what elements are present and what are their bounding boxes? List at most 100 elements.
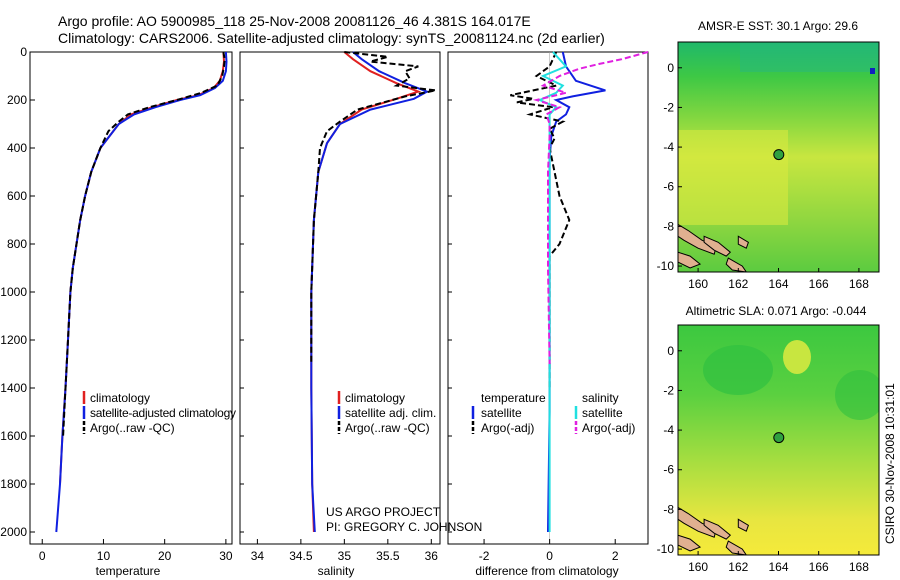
series-line-satellite-adj-clim- bbox=[310, 51, 430, 533]
x-tick-label: 30 bbox=[219, 549, 233, 563]
map-y-tick-label: -4 bbox=[663, 423, 674, 437]
legend-argo: Argo(..raw -QC) bbox=[90, 421, 175, 435]
temperature-plot: 0 10 20 30 0 200 400 600 800 1000 1200 1400 1600 1800… bbox=[0, 45, 233, 563]
series-line-salinity-satellite bbox=[537, 51, 568, 532]
island bbox=[703, 518, 732, 540]
map-x-tick-label: 162 bbox=[728, 277, 748, 291]
climatology-title: Climatology: CARS2006. Satellite-adjuste… bbox=[58, 30, 605, 46]
sla-low bbox=[703, 345, 773, 395]
sst-cool-top bbox=[740, 42, 879, 72]
y-tick-label: 400 bbox=[7, 141, 27, 155]
sla-title: Altimetric SLA: 0.071 Argo: -0.044 bbox=[686, 304, 867, 318]
y-tick-label: 2000 bbox=[0, 525, 27, 539]
x-tick-label: 36 bbox=[425, 549, 439, 563]
y-tick-label: 800 bbox=[7, 237, 27, 251]
legend-temp-argo: Argo(-adj) bbox=[481, 421, 534, 435]
legend-temperature-heading: temperature bbox=[481, 391, 546, 405]
map-x-tick-label: 166 bbox=[809, 560, 829, 574]
island bbox=[737, 518, 750, 532]
sla-land bbox=[678, 506, 750, 555]
series-line-argo-raw-qc- bbox=[62, 51, 226, 437]
salinity-legend: climatology satellite adj. clim. Argo(..… bbox=[337, 391, 436, 435]
temperature-legend: climatology satellite-adjusted climatolo… bbox=[82, 391, 236, 435]
map-y-tick-label: -6 bbox=[663, 463, 674, 477]
sst-warm-patch bbox=[678, 130, 788, 225]
timestamp: CSIRO 30-Nov-2008 10:31:01 bbox=[883, 383, 897, 544]
x-tick-label: 2 bbox=[612, 549, 619, 563]
x-tick-label: 20 bbox=[158, 549, 172, 563]
sla-blob bbox=[783, 340, 811, 374]
map-y-tick-label: -2 bbox=[663, 100, 674, 114]
legend-climatology: climatology bbox=[345, 391, 405, 405]
map-x-tick-label: 160 bbox=[688, 277, 708, 291]
legend-sal-satellite: satellite bbox=[582, 406, 623, 420]
legend-satellite-adj: satellite adj. clim. bbox=[345, 406, 436, 420]
legend-temp-satellite: satellite bbox=[481, 406, 522, 420]
map-y-tick-label: -2 bbox=[663, 383, 674, 397]
difference-xlabel: difference from climatology bbox=[475, 564, 618, 578]
map-x-tick-label: 168 bbox=[849, 560, 869, 574]
salinity-panel bbox=[239, 51, 441, 545]
x-tick-label: 35.5 bbox=[376, 549, 400, 563]
legend-argo: Argo(..raw -QC) bbox=[345, 421, 430, 435]
map-x-tick-label: 164 bbox=[768, 277, 788, 291]
map-x-tick-label: 162 bbox=[728, 560, 748, 574]
y-tick-label: 1600 bbox=[0, 429, 27, 443]
island bbox=[725, 257, 747, 272]
map-x-tick-label: 160 bbox=[688, 560, 708, 574]
map-y-tick-label: 0 bbox=[667, 344, 674, 358]
temperature-xlabel: temperature bbox=[96, 564, 161, 578]
map-y-tick-label: -8 bbox=[663, 219, 674, 233]
difference-panel bbox=[447, 51, 649, 545]
map-y-tick-label: 0 bbox=[667, 61, 674, 75]
map-y-tick-label: -8 bbox=[663, 502, 674, 516]
legend-sal-argo: Argo(-adj) bbox=[582, 421, 635, 435]
y-tick-label: 1200 bbox=[0, 333, 27, 347]
legend-climatology: climatology bbox=[90, 391, 150, 405]
profile-title: Argo profile: AO 5900985_118 25-Nov-2008… bbox=[58, 13, 531, 29]
map-y-tick-label: -10 bbox=[657, 259, 675, 273]
island bbox=[678, 534, 702, 552]
legend-satellite-adjusted: satellite-adjusted climatology bbox=[90, 406, 236, 420]
pi-credit: PI: GREGORY C. JOHNSON bbox=[326, 520, 482, 534]
salinity-xlabel: salinity bbox=[318, 564, 355, 578]
y-tick-label: 0 bbox=[20, 45, 27, 59]
map-x-tick-label: 166 bbox=[809, 277, 829, 291]
series-line-argo-raw-qc- bbox=[310, 51, 436, 364]
sst-profile-marker bbox=[773, 149, 785, 161]
sst-dark-pixel bbox=[870, 68, 875, 74]
sst-axes: 160 162 164 166 168 0 -2 -4 -6 -8 -10 bbox=[657, 61, 870, 291]
x-tick-label: 0 bbox=[546, 549, 553, 563]
sla-map bbox=[678, 325, 879, 555]
difference-legend: temperature satellite Argo(-adj) salinit… bbox=[471, 391, 635, 435]
sla-axes: 160 162 164 166 168 0 -2 -4 -6 -8 -10 bbox=[657, 344, 870, 574]
y-tick-label: 1000 bbox=[0, 285, 27, 299]
temperature-panel bbox=[29, 51, 233, 545]
series-line-temperature-satellite bbox=[547, 51, 606, 533]
sst-title: AMSR-E SST: 30.1 Argo: 29.6 bbox=[698, 19, 858, 33]
series-line-satellite-adjusted-climatology bbox=[55, 51, 228, 533]
sst-map bbox=[678, 42, 879, 272]
island bbox=[703, 235, 732, 257]
y-tick-label: 1400 bbox=[0, 381, 27, 395]
map-y-tick-label: -4 bbox=[663, 140, 674, 154]
island bbox=[678, 251, 702, 269]
map-x-tick-label: 168 bbox=[849, 277, 869, 291]
x-tick-label: 34.5 bbox=[289, 549, 313, 563]
sla-low-2 bbox=[835, 370, 879, 420]
map-y-tick-label: -10 bbox=[657, 542, 675, 556]
salinity-plot: 34 34.5 35 35.5 36 bbox=[240, 51, 439, 563]
series-line-climatology bbox=[310, 51, 422, 533]
x-tick-label: 10 bbox=[97, 549, 111, 563]
island bbox=[678, 506, 717, 538]
island bbox=[737, 235, 750, 249]
difference-plot: -2 0 2 bbox=[448, 51, 649, 563]
y-tick-label: 1800 bbox=[0, 477, 27, 491]
island bbox=[725, 540, 747, 555]
y-tick-label: 600 bbox=[7, 189, 27, 203]
legend-salinity-heading: salinity bbox=[582, 391, 619, 405]
island bbox=[678, 223, 717, 255]
x-tick-label: 0 bbox=[39, 549, 46, 563]
y-tick-label: 200 bbox=[7, 93, 27, 107]
